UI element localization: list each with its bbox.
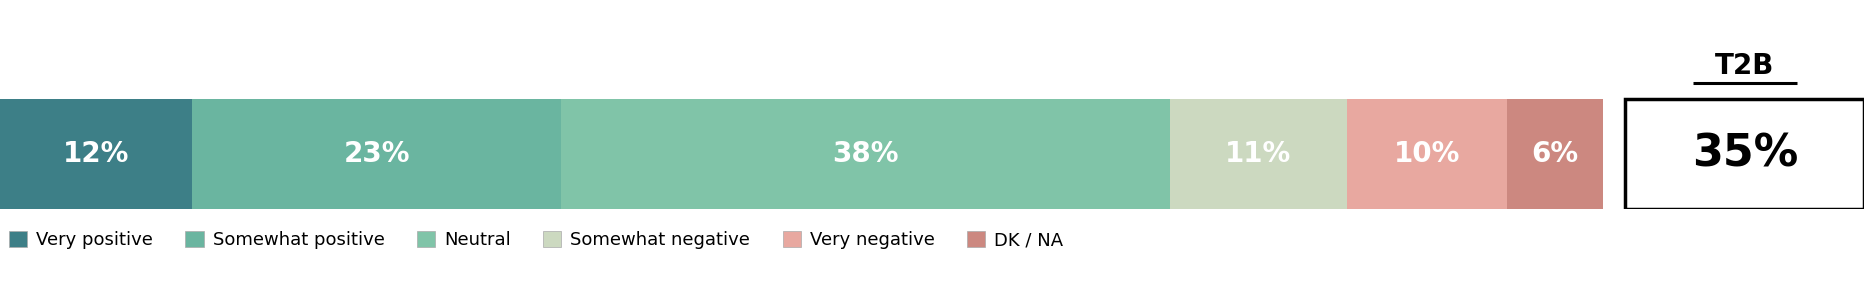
Text: 11%: 11%	[1225, 140, 1292, 168]
Bar	[1506, 99, 1603, 209]
Text: T2B: T2B	[1715, 52, 1775, 80]
Bar	[561, 99, 1171, 209]
Text: 38%: 38%	[833, 140, 898, 168]
Legend: Very positive, Somewhat positive, Neutral, Somewhat negative, Very negative, DK : Very positive, Somewhat positive, Neutra…	[9, 231, 1062, 249]
Text: 10%: 10%	[1394, 140, 1460, 168]
Bar	[1171, 99, 1346, 209]
Bar	[1625, 99, 1864, 209]
Text: 12%: 12%	[63, 140, 129, 168]
Bar	[1346, 99, 1506, 209]
Text: 23%: 23%	[343, 140, 410, 168]
Bar	[192, 99, 561, 209]
Text: 35%: 35%	[1691, 133, 1799, 176]
Bar	[0, 99, 192, 209]
Text: 6%: 6%	[1532, 140, 1579, 168]
